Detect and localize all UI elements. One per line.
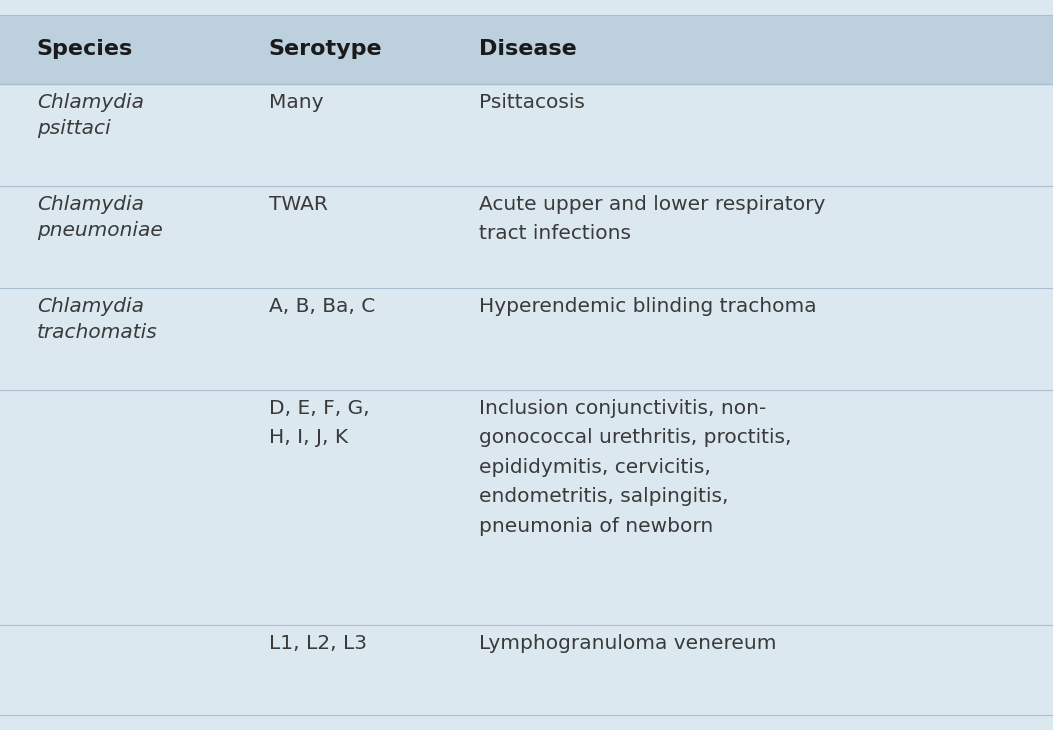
Text: Inclusion conjunctivitis, non-
gonococcal urethritis, proctitis,
epididymitis, c: Inclusion conjunctivitis, non- gonococca… [479,399,792,536]
Text: Disease: Disease [479,39,577,59]
Text: Chlamydia
psittaci: Chlamydia psittaci [37,93,144,138]
Text: A, B, Ba, C: A, B, Ba, C [269,297,375,316]
Bar [0,15,1053,84]
Text: Species: Species [37,39,133,59]
Text: Lymphogranuloma venereum: Lymphogranuloma venereum [479,634,777,653]
Text: L1, L2, L3: L1, L2, L3 [269,634,366,653]
Bar [0,626,1053,715]
Bar [0,288,1053,390]
Text: D, E, F, G,
H, I, J, K: D, E, F, G, H, I, J, K [269,399,370,447]
Text: Acute upper and lower respiratory
tract infections: Acute upper and lower respiratory tract … [479,195,826,243]
Text: Hyperendemic blinding trachoma: Hyperendemic blinding trachoma [479,297,817,316]
Text: TWAR: TWAR [269,195,327,214]
Text: Chlamydia
pneumoniae: Chlamydia pneumoniae [37,195,162,240]
Bar [0,390,1053,626]
Bar [0,186,1053,288]
Text: Many: Many [269,93,323,112]
Bar [0,84,1053,186]
Text: Psittacosis: Psittacosis [479,93,585,112]
Text: Serotype: Serotype [269,39,382,59]
Text: Chlamydia
trachomatis: Chlamydia trachomatis [37,297,158,342]
